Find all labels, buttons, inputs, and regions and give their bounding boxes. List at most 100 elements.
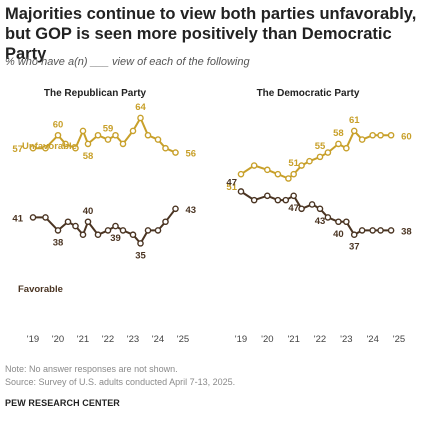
data-point-unfavorable — [237, 170, 245, 178]
data-point-favorable — [79, 231, 87, 239]
data-point-favorable — [282, 196, 290, 204]
data-point-unfavorable — [72, 144, 79, 152]
data-label: 35 — [135, 250, 146, 261]
data-point-favorable — [137, 240, 144, 247]
data-point-unfavorable — [358, 136, 366, 143]
data-point-unfavorable — [129, 127, 137, 135]
data-label: 43 — [186, 205, 197, 216]
note-text: Note: No answer responses are not shown. — [5, 364, 178, 374]
data-label: 57 — [12, 144, 23, 155]
x-tick-label: '23 — [127, 334, 139, 345]
data-point-unfavorable — [172, 149, 179, 156]
data-point-unfavorable — [29, 144, 37, 152]
panel-title: The Democratic Party — [257, 88, 360, 99]
chart-subtitle: % who have a(n) ___ view of each of the … — [5, 56, 250, 68]
data-point-favorable — [274, 196, 282, 204]
data-point-favorable — [72, 222, 79, 230]
data-point-unfavorable — [250, 162, 258, 169]
data-point-favorable — [29, 214, 37, 221]
series-line-unfavorable — [240, 129, 392, 180]
data-point-unfavorable — [324, 149, 332, 156]
data-point-favorable — [308, 201, 316, 208]
x-tick-label: '25 — [177, 334, 189, 345]
data-label: 60 — [53, 119, 64, 130]
data-label: 38 — [53, 237, 64, 248]
data-point-unfavorable — [42, 144, 49, 152]
data-point-favorable — [369, 227, 376, 234]
data-label: 56 — [186, 149, 197, 160]
data-label: 37 — [349, 242, 360, 253]
x-tick-label: '20 — [261, 334, 273, 345]
data-label: 59 — [103, 124, 114, 135]
data-point-unfavorable — [285, 175, 292, 182]
data-label: 51 — [288, 158, 299, 169]
data-point-unfavorable — [62, 140, 69, 148]
data-point-unfavorable — [54, 131, 62, 139]
data-point-unfavorable — [290, 170, 297, 178]
x-tick-label: '25 — [393, 334, 405, 345]
data-label: 47 — [288, 203, 299, 214]
x-tick-label: '22 — [314, 334, 326, 345]
data-point-favorable — [144, 227, 152, 234]
data-point-unfavorable — [137, 114, 144, 122]
data-point-unfavorable — [162, 144, 169, 152]
data-point-favorable — [54, 227, 62, 234]
data-point-favorable — [250, 196, 258, 204]
data-point-favorable — [119, 227, 127, 234]
data-point-favorable — [237, 188, 245, 195]
data-label: 39 — [110, 233, 121, 244]
data-point-favorable — [172, 205, 179, 213]
panel-title: The Republican Party — [44, 88, 147, 99]
series-annotation-favorable: Favorable — [18, 284, 63, 295]
data-point-unfavorable — [316, 153, 324, 161]
x-tick-label: '23 — [340, 334, 352, 345]
data-point-favorable — [162, 218, 169, 226]
data-point-favorable — [335, 218, 342, 226]
data-point-unfavorable — [335, 140, 342, 148]
data-label: 55 — [315, 141, 326, 152]
x-tick-label: '24 — [152, 334, 164, 345]
data-point-unfavorable — [94, 131, 102, 139]
x-tick-label: '19 — [27, 334, 39, 345]
x-tick-label: '21 — [77, 334, 89, 345]
data-point-favorable — [94, 231, 102, 239]
series-line-favorable — [240, 190, 392, 236]
data-point-favorable — [154, 227, 162, 234]
data-point-favorable — [290, 192, 297, 200]
x-tick-label: '19 — [235, 334, 247, 345]
data-point-favorable — [316, 205, 324, 213]
data-point-unfavorable — [298, 162, 305, 169]
data-point-unfavorable — [119, 140, 127, 148]
data-point-favorable — [64, 218, 72, 226]
data-point-favorable — [343, 218, 350, 226]
data-point-unfavorable — [387, 131, 395, 139]
x-tick-label: '20 — [52, 334, 64, 345]
data-label: 58 — [333, 128, 344, 139]
data-point-unfavorable — [377, 131, 384, 139]
data-point-unfavorable — [144, 131, 152, 139]
data-point-unfavorable — [274, 170, 282, 178]
data-point-favorable — [298, 205, 305, 213]
x-tick-label: '24 — [366, 334, 378, 345]
data-point-favorable — [358, 227, 366, 234]
data-point-favorable — [129, 231, 137, 239]
data-point-favorable — [112, 222, 119, 230]
source-text: Source: Survey of U.S. adults conducted … — [5, 377, 236, 387]
data-point-unfavorable — [306, 157, 313, 165]
data-point-favorable — [42, 214, 49, 221]
data-label: 60 — [401, 131, 412, 142]
data-label: 61 — [349, 115, 360, 126]
data-point-unfavorable — [84, 140, 92, 148]
data-label: 51 — [226, 182, 237, 193]
data-point-favorable — [104, 227, 112, 234]
data-point-favorable — [84, 218, 92, 226]
data-point-favorable — [377, 227, 384, 234]
data-point-favorable — [350, 231, 358, 239]
charts-canvas: The Republican Party '19 '20 '21 '22 '23 '24 '2… — [12, 88, 412, 345]
data-point-unfavorable — [264, 166, 271, 174]
data-point-unfavorable — [350, 127, 358, 135]
data-point-unfavorable — [343, 144, 350, 152]
org-credit: PEW RESEARCH CENTER — [5, 398, 120, 408]
data-label: 47 — [226, 177, 237, 188]
data-point-unfavorable — [79, 127, 87, 135]
